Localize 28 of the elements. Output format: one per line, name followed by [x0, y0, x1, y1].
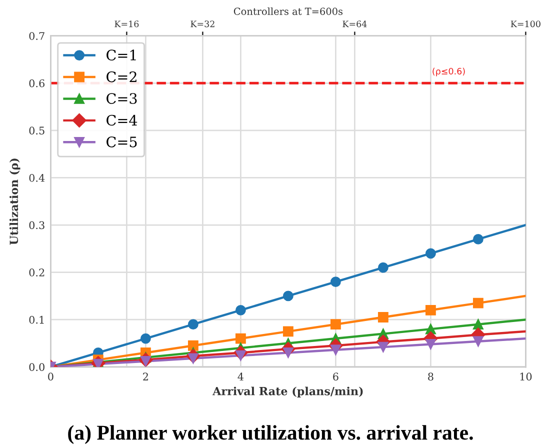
legend-label: C=3 — [106, 93, 137, 104]
y-axis-title: Utilization (ρ) — [9, 158, 20, 245]
x-tick-label: 8 — [428, 372, 434, 381]
y-tick-label: 0.5 — [29, 126, 44, 135]
y-tick-label: 0.4 — [29, 174, 45, 182]
y-tick-label: 0.7 — [29, 32, 44, 40]
text: (a) Planner worker utilization vs. arrival rate. — [68, 425, 473, 444]
y-tick-label: 0.0 — [29, 363, 44, 372]
x-tick-label: 2 — [143, 372, 148, 380]
x-axis-title: Arrival Rate (plans/min) — [212, 386, 363, 398]
x2-tick-label: K=16 — [114, 20, 139, 28]
x-tick-label: 0 — [48, 372, 54, 381]
ref-line-label: (ρ≤0.6) — [432, 68, 465, 76]
x2-axis-title: Controllers at T=600s — [234, 7, 343, 16]
legend-label: C=5 — [106, 136, 137, 148]
x2-tick-label: K=32 — [190, 20, 214, 28]
x2-tick-label: K=100 — [510, 20, 540, 28]
y-tick-label: 0.1 — [29, 316, 44, 324]
y-tick-label: 0.6 — [29, 79, 44, 88]
y-tick-label: 0.2 — [29, 268, 44, 276]
x-tick-label: 6 — [333, 372, 338, 381]
legend-label: C=4 — [106, 114, 138, 126]
y-tick-label: 0.3 — [29, 221, 44, 230]
x-tick-label: 4 — [238, 372, 244, 380]
legend-label: C=1 — [106, 50, 136, 61]
legend-label: C=2 — [106, 71, 136, 82]
x2-tick-label: K=64 — [342, 20, 367, 28]
x-tick-label: 10 — [520, 372, 532, 381]
